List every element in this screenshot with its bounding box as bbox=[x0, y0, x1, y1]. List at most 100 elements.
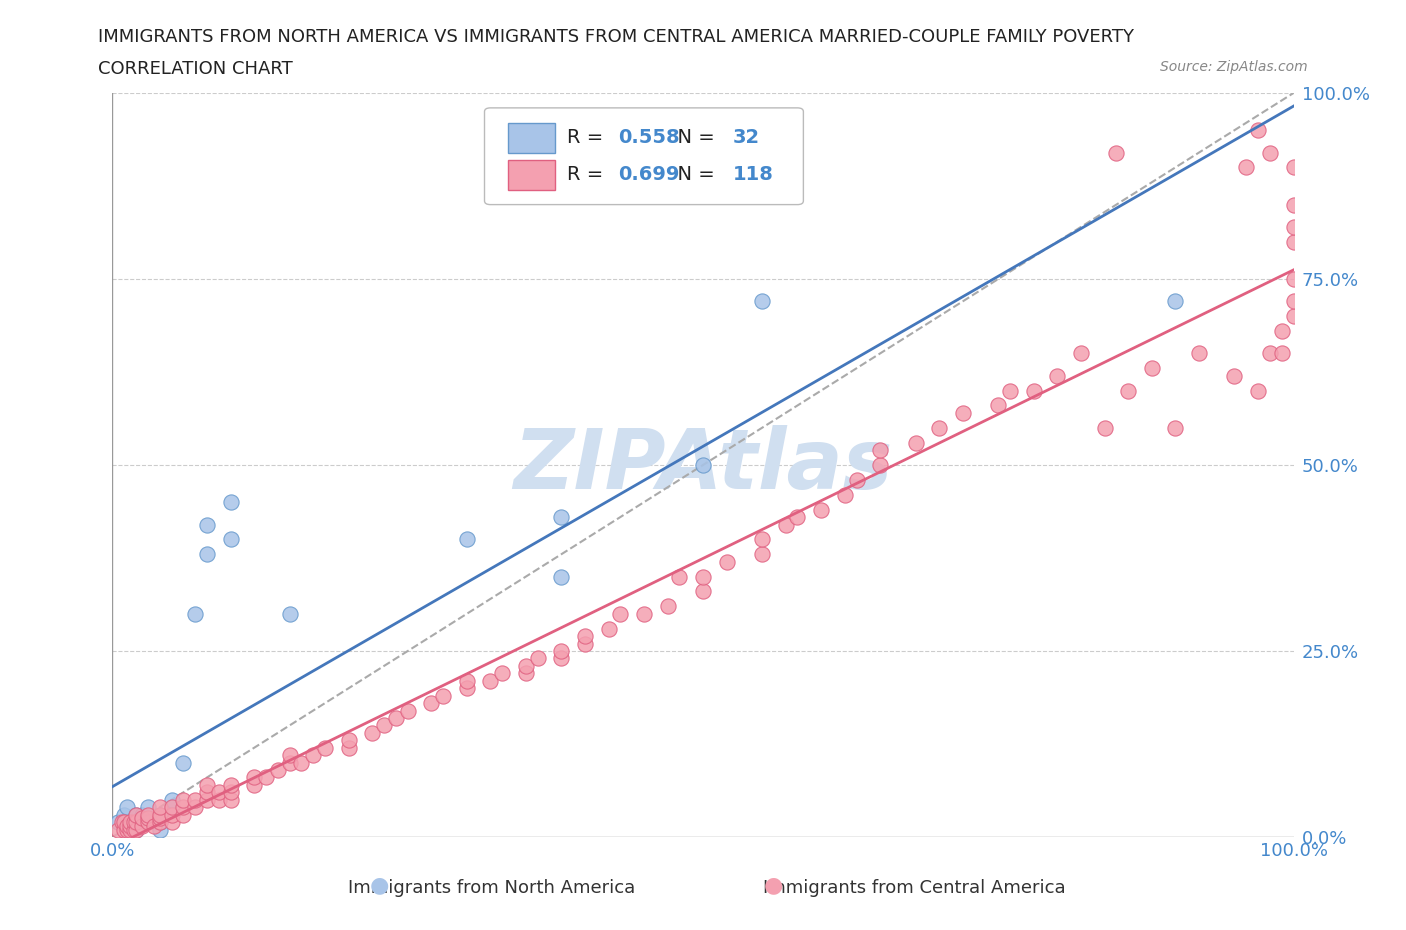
Point bbox=[998, 383, 1021, 398]
Point bbox=[267, 763, 290, 777]
Point bbox=[550, 651, 572, 666]
Point bbox=[1022, 383, 1045, 398]
Point bbox=[149, 800, 172, 815]
Point bbox=[987, 398, 1010, 413]
Point bbox=[172, 800, 194, 815]
Point bbox=[219, 777, 242, 792]
Point bbox=[107, 822, 129, 837]
Point bbox=[131, 815, 153, 830]
Point bbox=[120, 815, 142, 830]
Point bbox=[1282, 219, 1305, 234]
Point bbox=[208, 785, 231, 800]
Point bbox=[869, 458, 891, 472]
Point bbox=[149, 815, 172, 830]
Point bbox=[314, 740, 336, 755]
Point bbox=[149, 807, 172, 822]
Text: IMMIGRANTS FROM NORTH AMERICA VS IMMIGRANTS FROM CENTRAL AMERICA MARRIED-COUPLE : IMMIGRANTS FROM NORTH AMERICA VS IMMIGRA… bbox=[98, 28, 1135, 46]
Point bbox=[1070, 346, 1092, 361]
Point bbox=[373, 718, 395, 733]
Point bbox=[751, 294, 773, 309]
Point bbox=[952, 405, 974, 420]
Point bbox=[361, 725, 384, 740]
Point bbox=[112, 822, 135, 837]
Point bbox=[120, 815, 142, 830]
Point bbox=[195, 777, 218, 792]
Point bbox=[125, 815, 148, 830]
Point bbox=[716, 554, 738, 569]
Text: 118: 118 bbox=[733, 166, 773, 184]
Point bbox=[609, 606, 631, 621]
Point bbox=[120, 822, 142, 837]
Point bbox=[172, 807, 194, 822]
Point bbox=[1105, 145, 1128, 160]
Point bbox=[1271, 324, 1294, 339]
Point bbox=[254, 770, 277, 785]
Point bbox=[420, 696, 443, 711]
Point bbox=[111, 815, 134, 830]
Point bbox=[290, 755, 312, 770]
Point bbox=[131, 807, 153, 822]
Point bbox=[515, 666, 537, 681]
Point bbox=[1247, 383, 1270, 398]
Point bbox=[1282, 294, 1305, 309]
Point bbox=[574, 629, 596, 644]
Point bbox=[432, 688, 454, 703]
Point bbox=[1164, 420, 1187, 435]
Point bbox=[337, 740, 360, 755]
Text: Source: ZipAtlas.com: Source: ZipAtlas.com bbox=[1160, 60, 1308, 74]
Point bbox=[775, 517, 797, 532]
Point bbox=[1046, 368, 1069, 383]
Point bbox=[149, 815, 172, 830]
Point bbox=[184, 792, 207, 807]
Point bbox=[125, 807, 148, 822]
Point bbox=[149, 811, 172, 826]
Point bbox=[125, 815, 148, 830]
Text: R =: R = bbox=[567, 128, 610, 147]
Point bbox=[219, 792, 242, 807]
Point bbox=[184, 800, 207, 815]
Text: 32: 32 bbox=[733, 128, 759, 147]
Point bbox=[845, 472, 868, 487]
Point bbox=[115, 822, 138, 837]
Point bbox=[302, 748, 325, 763]
Text: ●: ● bbox=[370, 875, 389, 895]
Point bbox=[208, 792, 231, 807]
Point bbox=[1282, 197, 1305, 212]
Point bbox=[136, 807, 159, 822]
Point bbox=[243, 777, 266, 792]
Text: 0.558: 0.558 bbox=[619, 128, 679, 147]
Point bbox=[1282, 234, 1305, 249]
Point bbox=[456, 532, 478, 547]
Point bbox=[112, 815, 135, 830]
Point bbox=[574, 636, 596, 651]
Text: Immigrants from North America: Immigrants from North America bbox=[349, 879, 636, 897]
Point bbox=[1282, 160, 1305, 175]
Text: N =: N = bbox=[665, 166, 721, 184]
Point bbox=[869, 443, 891, 458]
Point bbox=[456, 681, 478, 696]
Point bbox=[1247, 123, 1270, 138]
Text: Immigrants from Central America: Immigrants from Central America bbox=[762, 879, 1066, 897]
Point bbox=[125, 807, 148, 822]
Point bbox=[1223, 368, 1246, 383]
Point bbox=[1094, 420, 1116, 435]
Point bbox=[160, 792, 183, 807]
Point bbox=[195, 792, 218, 807]
Point bbox=[692, 458, 714, 472]
Point bbox=[1116, 383, 1139, 398]
Point bbox=[160, 800, 183, 815]
Point bbox=[125, 822, 148, 837]
Point bbox=[131, 811, 153, 826]
Point bbox=[396, 703, 419, 718]
Point bbox=[112, 815, 135, 830]
Point bbox=[184, 606, 207, 621]
Point bbox=[633, 606, 655, 621]
Point bbox=[550, 510, 572, 525]
Point bbox=[219, 785, 242, 800]
Point bbox=[136, 815, 159, 830]
Point bbox=[125, 822, 148, 837]
FancyBboxPatch shape bbox=[485, 108, 803, 205]
FancyBboxPatch shape bbox=[508, 123, 555, 153]
Point bbox=[657, 599, 679, 614]
Point bbox=[904, 435, 927, 450]
